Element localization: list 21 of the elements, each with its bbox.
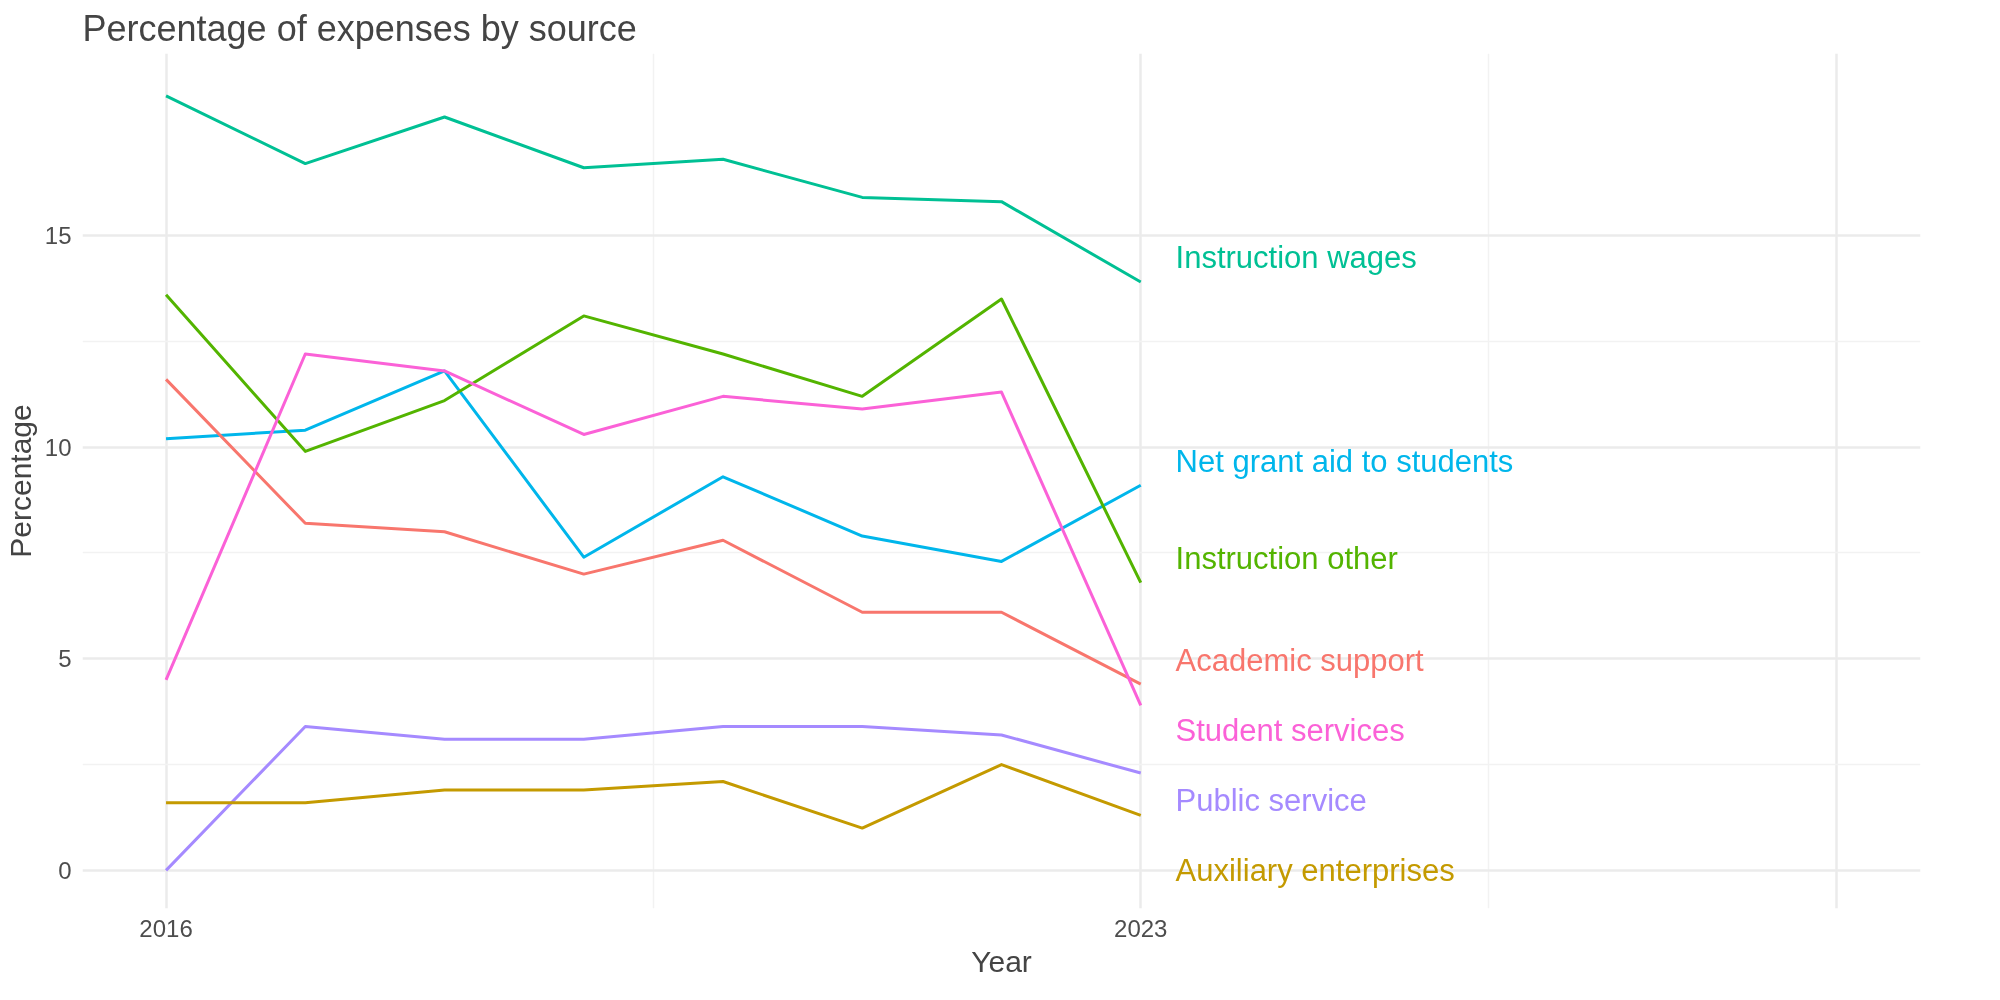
y-tick-label: 5	[58, 645, 72, 673]
chart-title: Percentage of expenses by source	[82, 7, 637, 49]
line-series	[164, 763, 1143, 830]
series-label: Auxiliary enterprises	[1175, 852, 1455, 888]
line-series	[164, 293, 1143, 585]
x-tick-label: 2016	[139, 914, 193, 942]
y-tick-label: 15	[44, 222, 72, 249]
line-series	[164, 369, 1143, 563]
y-tick-label: 10	[44, 433, 72, 461]
line-series	[164, 725, 1143, 872]
series-label: Instruction wages	[1175, 240, 1417, 276]
series-label: Instruction other	[1175, 540, 1398, 576]
line-series	[164, 94, 1143, 284]
series-label: Academic support	[1175, 642, 1425, 678]
x-axis-title: Year	[971, 944, 1032, 978]
series-label: Public service	[1175, 782, 1367, 818]
series-label: Net grant aid to students	[1175, 443, 1514, 479]
series-label: Student services	[1175, 712, 1405, 748]
y-axis-title: Percentage	[3, 404, 37, 558]
x-tick-label: 2023	[1114, 914, 1168, 942]
y-tick-label: 0	[58, 856, 72, 884]
